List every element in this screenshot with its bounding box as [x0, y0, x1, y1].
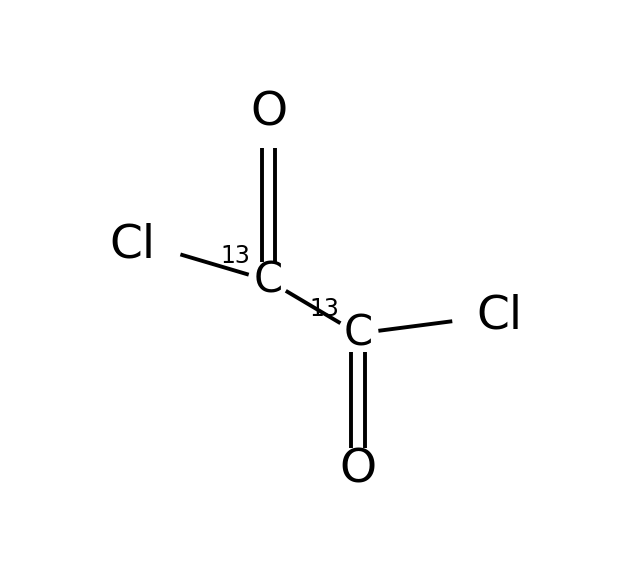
Text: C: C	[343, 312, 372, 355]
Text: Cl: Cl	[476, 293, 522, 338]
Text: O: O	[339, 448, 376, 493]
Text: Cl: Cl	[109, 223, 155, 268]
Text: 13: 13	[220, 244, 250, 268]
Text: 13: 13	[310, 297, 339, 321]
Text: O: O	[250, 91, 287, 135]
Text: C: C	[254, 260, 283, 301]
